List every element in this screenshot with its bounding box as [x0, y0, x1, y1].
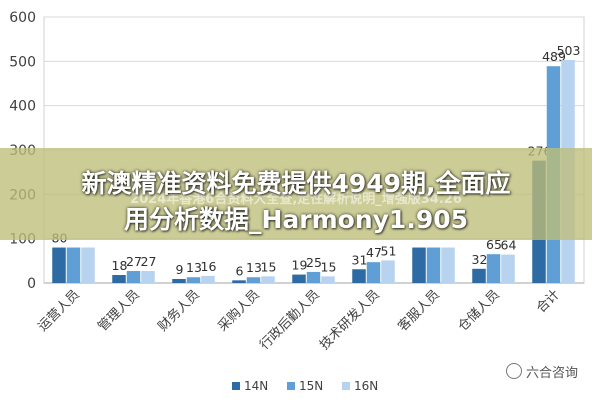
data-label: 15 — [261, 259, 277, 274]
overlay-subtitle: 2024年香港6合资料大全查,定性解析说明_增强版34.26 — [130, 192, 462, 207]
category-label: 仓储人员 — [455, 287, 502, 334]
data-label: 18 — [112, 258, 128, 273]
category-label: 采购人员 — [215, 287, 263, 335]
watermark: 六合咨询 — [505, 362, 578, 381]
bar — [201, 275, 215, 283]
category-label: 管理人员 — [95, 287, 142, 334]
category-label: 行政后勤人员 — [257, 287, 323, 353]
category-label: 客服人员 — [395, 287, 443, 335]
bar — [52, 247, 66, 283]
category-label: 财务人员 — [155, 287, 203, 335]
legend-label: 14N — [244, 379, 268, 393]
category-label: 合计 — [534, 287, 563, 316]
legend-swatch — [342, 382, 350, 390]
bar — [306, 271, 321, 283]
bar — [441, 247, 455, 283]
bar — [501, 254, 515, 283]
bar — [321, 276, 335, 283]
bar — [66, 247, 81, 283]
data-label: 6 — [236, 263, 244, 278]
title-overlay-band — [0, 148, 592, 240]
data-label: 27 — [126, 254, 142, 269]
bar — [486, 254, 501, 283]
category-label: 技术研发人员 — [316, 287, 382, 353]
bar — [472, 268, 486, 283]
legend-swatch — [287, 382, 295, 390]
data-label: 15 — [321, 259, 337, 274]
bar — [186, 277, 201, 283]
bar — [426, 247, 441, 283]
bar — [81, 247, 95, 283]
bar — [381, 260, 395, 283]
legend-label: 16N — [354, 379, 378, 393]
data-label: 47 — [366, 245, 382, 260]
bar — [172, 279, 186, 283]
legend-label: 15N — [299, 379, 323, 393]
data-label: 27 — [141, 254, 157, 269]
bar — [126, 271, 141, 283]
bar — [141, 271, 155, 283]
overlay-title-line1: 新澳精准资料免费提供4949期,全面应 — [81, 169, 511, 198]
bar — [246, 277, 261, 283]
watermark-text: 六合咨询 — [525, 366, 578, 381]
category-label: 运营人员 — [35, 287, 82, 334]
data-label: 503 — [557, 43, 581, 58]
data-label: 13 — [246, 260, 262, 275]
legend-swatch — [232, 382, 240, 390]
data-label: 51 — [381, 243, 397, 258]
bar — [366, 262, 381, 283]
data-label: 32 — [472, 252, 488, 267]
y-tick-label: 400 — [9, 99, 36, 115]
wechat-icon — [505, 363, 522, 379]
bar — [292, 274, 306, 283]
bar — [352, 269, 366, 283]
overlay-title: 新澳精准资料免费提供4949期,全面应 用分析数据_Harmony1.905 — [0, 166, 592, 238]
overlay-title-line2: 用分析数据_Harmony1.905 — [123, 205, 469, 234]
data-label: 489 — [542, 49, 566, 64]
bar — [232, 280, 246, 283]
bar — [112, 275, 126, 283]
data-label: 25 — [306, 255, 322, 270]
data-label: 64 — [501, 238, 517, 253]
data-label: 65 — [486, 237, 502, 252]
y-tick-label: 600 — [9, 10, 36, 26]
data-label: 16 — [201, 259, 217, 274]
bar — [261, 276, 275, 283]
y-tick-label: 500 — [9, 54, 36, 70]
data-label: 9 — [176, 262, 184, 277]
data-label: 19 — [292, 258, 308, 273]
data-label: 31 — [352, 252, 368, 267]
y-tick-label: 0 — [27, 276, 36, 292]
data-label: 13 — [186, 260, 202, 275]
bar — [412, 247, 426, 283]
